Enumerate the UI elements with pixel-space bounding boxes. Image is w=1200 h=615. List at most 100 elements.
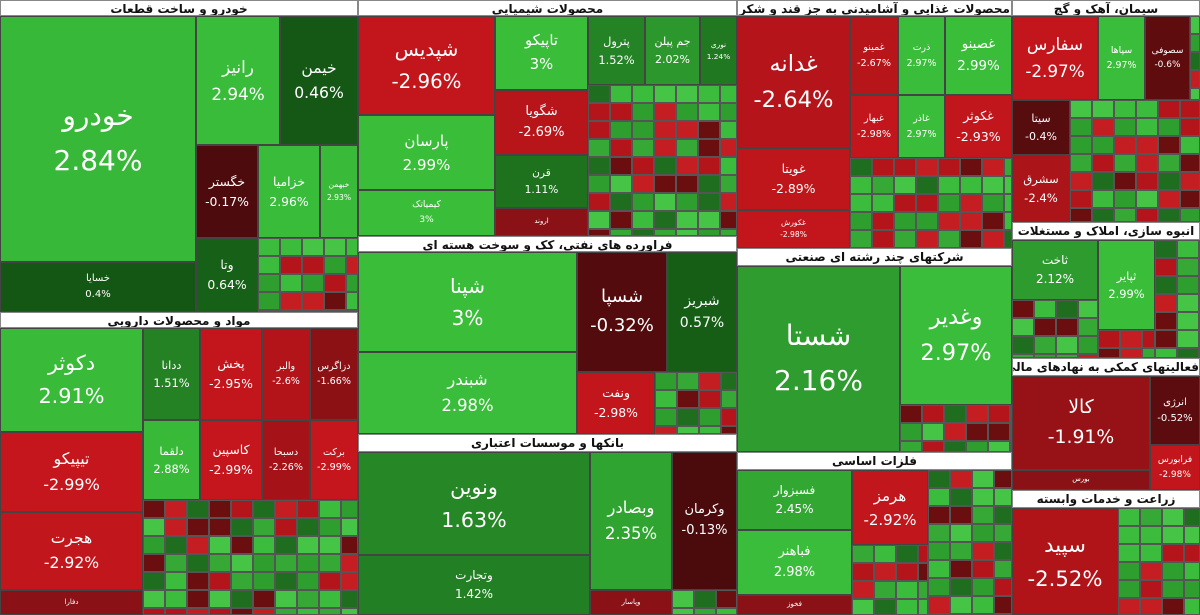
stock-tile: اروند <box>495 208 588 236</box>
small-tile <box>1177 276 1199 294</box>
small-tile <box>1078 318 1098 336</box>
stock-change: 2.94% <box>211 83 265 104</box>
small-tile <box>319 536 341 554</box>
small-tile <box>928 506 950 524</box>
small-tile <box>676 85 698 103</box>
stock-tile: غمینو -2.67% <box>850 16 898 95</box>
small-tile <box>672 608 694 615</box>
small-tile <box>1158 100 1180 118</box>
stock-change: -2.97% <box>1025 61 1085 81</box>
small-tile <box>698 175 720 193</box>
small-tile <box>302 238 324 256</box>
small-tile <box>916 230 938 248</box>
small-tile <box>972 542 994 560</box>
small-tile <box>1070 118 1092 136</box>
small-tile <box>972 524 994 542</box>
stock-name: بورس <box>1072 475 1090 484</box>
sector-header: فراورده های نفتی، کک و سوخت هسته ای <box>358 236 737 252</box>
small-tile <box>253 572 275 590</box>
stock-tile: غبهار -2.98% <box>850 95 898 158</box>
small-tile <box>966 405 988 423</box>
stock-change: 2.84% <box>53 144 143 177</box>
stock-tile: جم پیلن 2.02% <box>645 16 700 85</box>
stock-name: غاذر <box>913 113 930 125</box>
small-tile <box>896 581 918 599</box>
small-tile <box>1180 118 1200 136</box>
stock-name: فخوز <box>787 600 802 609</box>
small-tile <box>1098 330 1120 348</box>
small-tile <box>698 211 720 229</box>
small-tile <box>1155 276 1177 294</box>
stock-change: 2.99% <box>957 58 1000 74</box>
stock-name: نوری <box>710 39 727 49</box>
small-tile <box>209 590 231 608</box>
stock-change: 1.52% <box>598 52 635 67</box>
stock-tile: وپاسار <box>590 590 672 615</box>
stock-change: 2.98% <box>441 396 494 415</box>
small-tile <box>1092 208 1114 222</box>
small-tile <box>720 175 737 193</box>
small-tile <box>1142 348 1155 358</box>
small-tile <box>966 441 988 452</box>
small-tile <box>231 608 253 615</box>
small-tile <box>346 310 358 312</box>
small-tile <box>676 175 698 193</box>
small-tile <box>632 139 654 157</box>
small-tile <box>938 230 960 248</box>
stock-tile: فرابورس -2.98% <box>1150 445 1200 490</box>
small-tile <box>1177 294 1199 312</box>
small-tile <box>1180 100 1200 118</box>
small-tile <box>720 211 737 229</box>
stock-name: سپید <box>1044 531 1086 557</box>
stock-tile: انرژی -0.52% <box>1150 376 1200 445</box>
small-tile <box>872 176 894 194</box>
small-tile <box>1034 354 1056 358</box>
small-tile <box>852 563 874 581</box>
stock-tile: غصینو 2.99% <box>945 16 1012 95</box>
small-tile <box>852 545 874 563</box>
small-tile <box>588 121 610 139</box>
stock-tile: هرمز -2.92% <box>852 470 928 545</box>
small-tile <box>928 524 950 542</box>
small-tile <box>698 85 720 103</box>
small-tile <box>1180 190 1200 208</box>
small-tile <box>275 536 297 554</box>
stock-tile: غاذر 2.97% <box>898 95 945 158</box>
stock-change: 2.97% <box>1106 60 1137 71</box>
small-tile <box>1092 190 1114 208</box>
small-tile <box>253 554 275 572</box>
small-tile <box>275 608 297 615</box>
stock-change: 2.97% <box>906 57 937 69</box>
stock-name: پخش <box>217 356 245 372</box>
stock-change: -1.66% <box>317 376 351 387</box>
small-tile <box>253 608 275 615</box>
small-tile <box>1190 70 1200 88</box>
stock-change: -1.91% <box>1047 427 1115 448</box>
small-tile <box>588 175 610 193</box>
small-tile <box>676 211 698 229</box>
small-tile <box>231 536 253 554</box>
stock-change: -2.98% <box>780 230 807 239</box>
small-tile <box>1140 598 1162 615</box>
small-tile <box>677 390 699 408</box>
small-tile <box>1092 172 1114 190</box>
stock-change: -2.98% <box>594 405 638 420</box>
stock-change: 2.97% <box>920 339 992 366</box>
stock-tile: غکورش -2.98% <box>737 210 850 248</box>
stock-change: 0.46% <box>294 83 344 102</box>
small-tile <box>654 157 676 175</box>
stock-name: برکت <box>323 446 345 458</box>
stock-name: غکورش <box>780 217 807 227</box>
small-tile <box>874 581 896 599</box>
small-tile <box>1120 348 1142 358</box>
small-tile <box>944 423 966 441</box>
small-tile <box>1012 354 1034 358</box>
small-tile <box>938 176 960 194</box>
small-tile <box>972 578 994 596</box>
small-tile <box>253 518 275 536</box>
small-tile <box>1184 526 1200 544</box>
small-tile <box>209 536 231 554</box>
stock-tile: شبریز 0.57% <box>667 252 737 372</box>
small-tile <box>632 103 654 121</box>
small-tile <box>988 405 1010 423</box>
